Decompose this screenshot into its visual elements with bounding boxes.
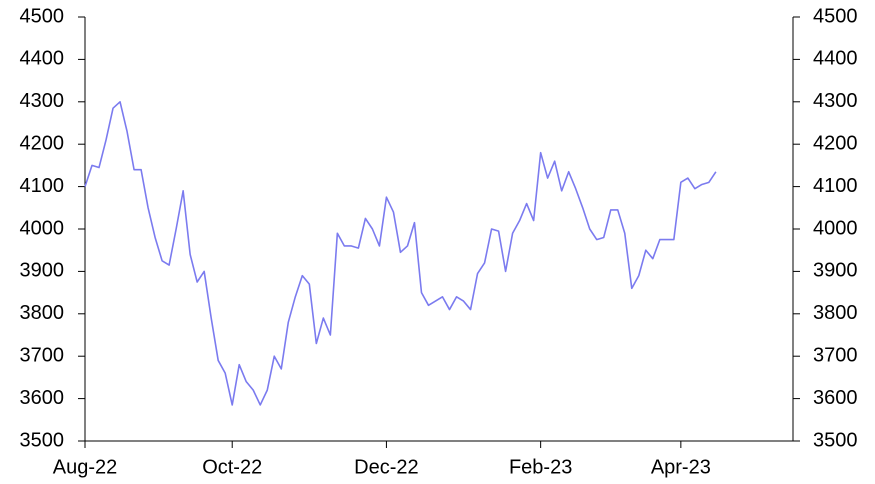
y2-tick-label: 3600 bbox=[813, 387, 858, 409]
y-tick-label: 3900 bbox=[20, 260, 65, 282]
y-tick-label: 4100 bbox=[20, 175, 65, 197]
y2-tick-label: 3500 bbox=[813, 429, 858, 451]
y2-tick-label: 3800 bbox=[813, 302, 858, 324]
y-tick-label: 4500 bbox=[20, 5, 65, 27]
y2-tick-label: 4300 bbox=[813, 90, 858, 112]
y2-tick-label: 4000 bbox=[813, 217, 858, 239]
x-tick-label: Feb-23 bbox=[509, 456, 572, 478]
y2-tick-label: 4100 bbox=[813, 175, 858, 197]
y2-tick-label: 4400 bbox=[813, 48, 858, 70]
y-tick-label: 3700 bbox=[20, 344, 65, 366]
y-tick-label: 4300 bbox=[20, 90, 65, 112]
x-tick-label: Aug-22 bbox=[53, 456, 118, 478]
y2-tick-label: 4200 bbox=[813, 132, 858, 154]
y-tick-label: 3500 bbox=[20, 429, 65, 451]
y2-tick-label: 4500 bbox=[813, 5, 858, 27]
y2-tick-label: 3900 bbox=[813, 260, 858, 282]
x-tick-label: Oct-22 bbox=[202, 456, 262, 478]
x-tick-label: Apr-23 bbox=[651, 456, 711, 478]
y-tick-label: 4200 bbox=[20, 132, 65, 154]
y-tick-label: 4000 bbox=[20, 217, 65, 239]
y-tick-label: 4400 bbox=[20, 48, 65, 70]
y-tick-label: 3600 bbox=[20, 387, 65, 409]
y2-tick-label: 3700 bbox=[813, 344, 858, 366]
series-line bbox=[84, 101, 717, 406]
y-tick-label: 3800 bbox=[20, 302, 65, 324]
x-tick-label: Dec-22 bbox=[354, 456, 418, 478]
